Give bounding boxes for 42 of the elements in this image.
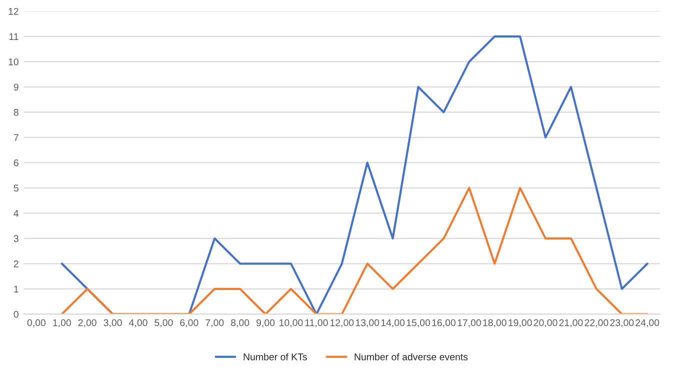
x-tick-label: 9,00 [256, 319, 275, 328]
y-tick-label: 4 [14, 210, 19, 217]
legend-label: Number of KTs [244, 353, 307, 360]
x-tick-label: 2,00 [78, 319, 96, 328]
y-tick-label: 2 [14, 260, 18, 268]
y-tick-label: 8 [14, 108, 18, 116]
x-tick-label: 15,00 [406, 319, 430, 328]
y-tick-label: 0 [14, 310, 18, 318]
x-tick-label: 3,00 [104, 319, 122, 328]
x-tick-label: 13,00 [356, 319, 380, 328]
x-tick-label: 7,00 [206, 319, 224, 328]
y-tick-label: 1 [14, 286, 18, 292]
x-tick-label: 21,00 [559, 319, 583, 328]
x-tick-label: 22,00 [584, 319, 608, 328]
x-tick-label: 5,00 [154, 319, 173, 328]
x-tick-label: 19,00 [508, 319, 532, 328]
x-tick-label: 20,00 [534, 319, 558, 328]
x-tick-label: 16,00 [432, 319, 456, 328]
y-tick-label: 6 [14, 159, 18, 166]
x-tick-label: 14,00 [381, 319, 405, 328]
x-tick-label: 10,00 [280, 319, 303, 328]
y-tick-label: 9 [14, 84, 18, 91]
line-series [60, 186, 648, 314]
y-tick-label: 10 [8, 58, 18, 66]
y-tick-label: 3 [14, 235, 18, 242]
y-tick-label: 7 [14, 134, 18, 141]
x-tick-label: 12,00 [330, 319, 354, 328]
legend-label: Number of adverse events [354, 353, 468, 360]
x-tick-label: 18,00 [483, 319, 506, 328]
x-tick-label: 6,00 [180, 319, 198, 328]
x-tick-label: 1,00 [53, 319, 71, 328]
y-tick-label: 5 [14, 184, 18, 192]
x-tick-label: 17,00 [458, 319, 481, 328]
y-tick-label: 11 [9, 33, 18, 40]
line-series [60, 35, 648, 314]
x-tick-label: 4,00 [129, 319, 148, 328]
x-tick-label: 24,00 [636, 319, 660, 328]
x-tick-label: 0,00 [27, 319, 46, 328]
y-tick-label: 12 [8, 8, 18, 15]
x-tick-label: 8,00 [231, 319, 250, 328]
x-tick-label: 23,00 [610, 319, 634, 328]
x-tick-label: 11,00 [305, 319, 328, 328]
